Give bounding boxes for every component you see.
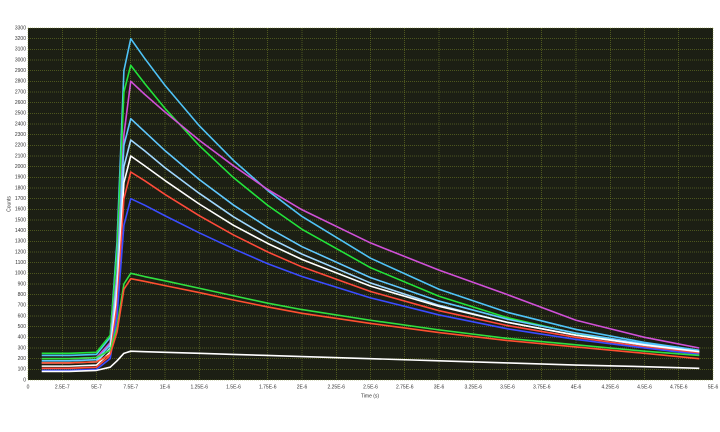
y-tick-label: 2000 (15, 164, 26, 170)
y-tick-label: 1300 (15, 239, 26, 245)
x-tick-label: 5E-6 (708, 384, 719, 390)
x-tick-label: 4E-6 (571, 384, 582, 390)
y-tick-label: 1600 (15, 207, 26, 213)
y-tick-label: 3000 (15, 57, 26, 63)
y-tick-label: 900 (18, 281, 27, 287)
x-tick-label: 5E-7 (91, 384, 102, 390)
y-tick-label: 800 (18, 292, 27, 298)
y-tick-label: 2900 (15, 68, 26, 74)
x-axis-label: Time (s) (361, 393, 379, 399)
y-tick-label: 3200 (15, 36, 26, 42)
x-tick-label: 1.25E-6 (190, 384, 208, 390)
y-tick-label: 700 (18, 303, 27, 309)
y-tick-label: 2600 (15, 100, 26, 106)
x-tick-label: 3E-6 (434, 384, 445, 390)
x-tick-label: 2.25E-6 (327, 384, 345, 390)
data-line (41, 272, 700, 360)
y-tick-label: 2800 (15, 79, 26, 85)
x-tick-label: 1.75E-6 (259, 384, 277, 390)
y-tick-label: 0 (23, 377, 26, 383)
x-tick-label: 1E-6 (160, 384, 171, 390)
y-tick-label: 1700 (15, 196, 26, 202)
y-tick-label: 600 (18, 313, 27, 319)
x-tick-label: 4.75E-6 (670, 384, 688, 390)
x-tick-label: 3.5E-6 (500, 384, 515, 390)
y-tick-label: 2400 (15, 121, 26, 127)
x-tick-label: 4.25E-6 (601, 384, 619, 390)
x-tick-label: 2.5E-7 (55, 384, 70, 390)
y-tick-label: 100 (18, 367, 27, 373)
y-tick-label: 2200 (15, 143, 26, 149)
data-line (41, 197, 700, 372)
y-tick-label: 2500 (15, 111, 26, 117)
y-tick-label: 1000 (15, 271, 26, 277)
y-tick-label: 1200 (15, 249, 26, 255)
y-tick-label: 1800 (15, 185, 26, 191)
data-line (41, 350, 700, 373)
x-tick-label: 2.75E-6 (396, 384, 414, 390)
x-tick-label: 3.25E-6 (464, 384, 482, 390)
y-tick-label: 1100 (15, 260, 26, 266)
y-axis-label: Counts (6, 196, 12, 212)
x-tick-label: 2.5E-6 (363, 384, 378, 390)
y-tick-label: 200 (18, 356, 27, 362)
y-tick-label: 1900 (15, 175, 26, 181)
y-tick-label: 2300 (15, 132, 26, 138)
x-tick-label: 7.5E-7 (123, 384, 138, 390)
y-tick-label: 1500 (15, 217, 26, 223)
y-tick-label: 300 (18, 345, 27, 351)
y-tick-label: 2100 (15, 153, 26, 159)
x-tick-label: 4.5E-6 (637, 384, 652, 390)
y-tick-label: 400 (18, 335, 27, 341)
x-tick-label: 1.5E-6 (226, 384, 241, 390)
data-line (41, 277, 700, 364)
y-tick-label: 3100 (15, 47, 26, 53)
y-tick-label: 500 (18, 324, 27, 330)
y-tick-label: 2700 (15, 89, 26, 95)
x-tick-label: 0 (27, 384, 30, 390)
x-tick-label: 2E-6 (297, 384, 308, 390)
y-tick-label: 3300 (15, 25, 26, 31)
x-tick-label: 3.75E-6 (533, 384, 551, 390)
y-tick-label: 1400 (15, 228, 26, 234)
